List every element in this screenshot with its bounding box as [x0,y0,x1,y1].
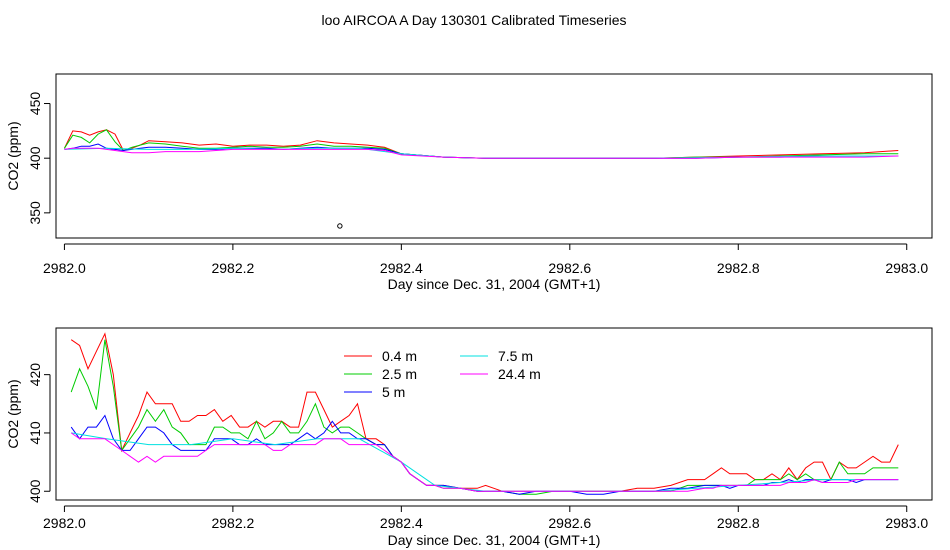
x-axis-label: Day since Dec. 31, 2004 (GMT+1) [388,276,601,292]
y-axis-label: CO2 (ppm) [5,379,21,448]
series-line-0 [63,129,899,159]
y-tick-label: 450 [27,92,43,116]
legend-label: 5 m [382,384,405,400]
chart-title: loo AIRCOA A Day 130301 Calibrated Times… [321,12,626,28]
plot-frame [55,327,933,501]
outlier-point [337,223,343,229]
y-tick-label: 350 [27,201,43,225]
x-tick-label: 2983.0 [885,260,928,276]
y-tick-label: 410 [27,421,43,445]
plot-frame [55,73,933,239]
x-tick-label: 2982.0 [43,515,86,531]
x-axis-label: Day since Dec. 31, 2004 (GMT+1) [388,532,601,548]
x-tick-label: 2982.4 [380,260,423,276]
x-tick-label: 2982.4 [380,515,423,531]
top-panel: 2982.0 2982.2 2982.4 2982.6 2982.8 2983.0 350 4… [5,73,933,292]
x-tick-label: 2982.6 [548,515,591,531]
bottom-panel: 2982.0 2982.2 2982.4 2982.6 2982.8 2983.0 400 4… [5,327,933,548]
legend-label: 7.5 m [498,348,533,364]
x-tick-label: 2982.6 [548,260,591,276]
series-line-24-4-m [70,432,899,492]
x-tick-label: 2982.0 [43,260,86,276]
x-tick-label: 2983.0 [885,515,928,531]
y-tick-label: 420 [27,363,43,387]
series-line-0-4-m [70,332,899,492]
x-tick-label: 2982.8 [717,260,760,276]
series-line-7-5-m [71,432,899,492]
y-tick-label: 400 [27,479,43,503]
y-tick-label: 400 [27,146,43,170]
x-tick-label: 2982.2 [211,260,254,276]
legend-label: 24.4 m [498,366,541,382]
series-line-3 [64,147,899,159]
y-axis-label: CO2 (ppm) [5,121,21,190]
series-line-4 [64,147,899,159]
x-tick-label: 2982.8 [717,515,760,531]
x-tick-label: 2982.2 [211,515,254,531]
series-line-5-m [70,414,899,495]
legend-label: 0.4 m [382,348,417,364]
legend-label: 2.5 m [382,366,417,382]
